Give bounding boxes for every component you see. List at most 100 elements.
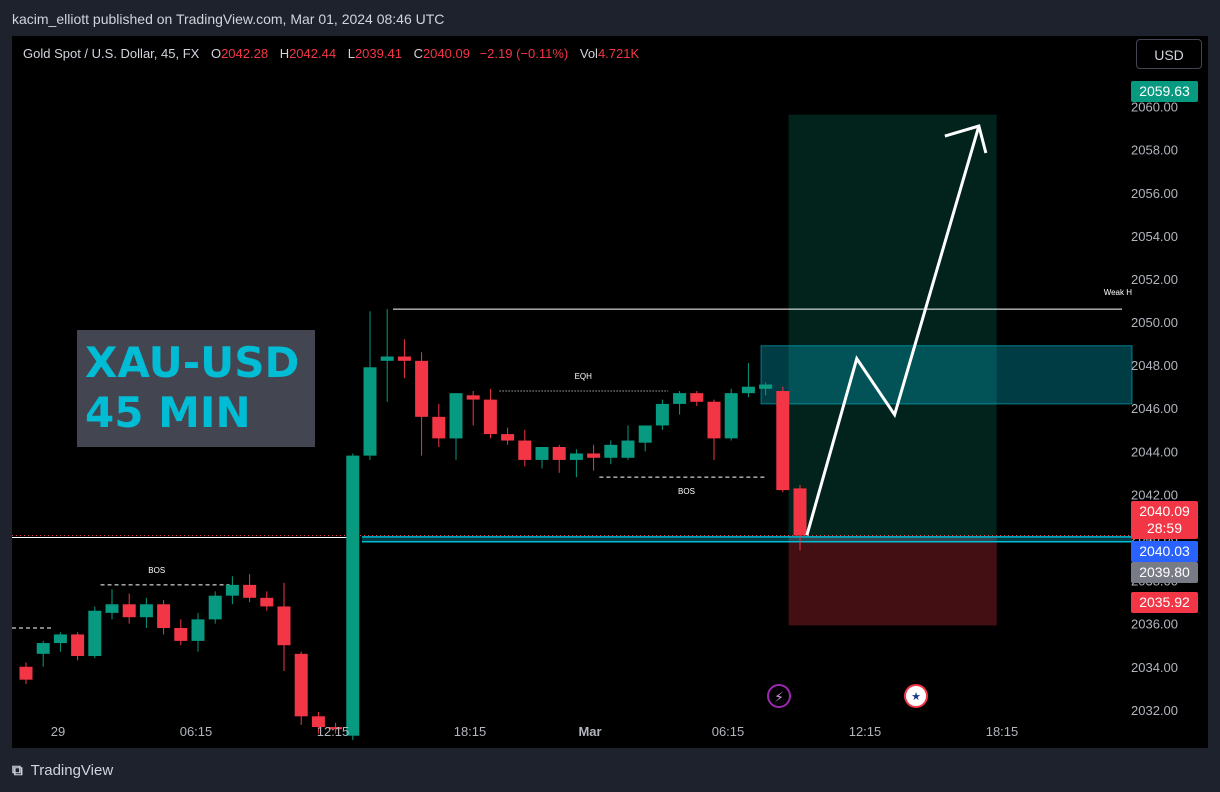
bos-left-label: BOS xyxy=(148,566,165,575)
y-tick-label: 2042.00 xyxy=(1131,487,1178,502)
volume-value: 4.721K xyxy=(597,46,640,61)
candle-body xyxy=(449,393,463,439)
last-price-value: 2040.09 xyxy=(1139,503,1190,519)
y-tick-label: 2058.00 xyxy=(1131,143,1178,158)
x-tick-label: Mar xyxy=(578,724,601,739)
candle-body xyxy=(552,447,566,460)
y-tick-label: 2054.00 xyxy=(1131,229,1178,244)
eqh-label: EQH xyxy=(575,372,593,381)
candle-body xyxy=(243,584,257,598)
candle-body xyxy=(655,403,669,426)
candle-body xyxy=(208,595,222,620)
candle-body xyxy=(380,356,394,361)
candle-body xyxy=(483,399,497,435)
stop-price-badge: 2035.92 xyxy=(1131,592,1198,613)
chart-title-box: XAU-USD 45 MIN xyxy=(77,330,315,447)
open-label: O xyxy=(210,46,222,61)
candle-body xyxy=(225,584,239,596)
target-area xyxy=(788,114,997,537)
y-tick-label: 2056.00 xyxy=(1131,186,1178,201)
currency-button[interactable]: USD xyxy=(1136,39,1202,69)
x-tick-label: 18:15 xyxy=(454,724,487,739)
bos-right-label: BOS xyxy=(678,487,695,496)
candle-body xyxy=(518,440,532,460)
candle-body xyxy=(501,434,515,441)
high-label: H xyxy=(279,46,290,61)
candle-body xyxy=(53,634,67,644)
candle-body xyxy=(638,425,652,443)
projection-path xyxy=(805,125,981,536)
chart-area[interactable]: 2032.002034.002036.002038.002040.002042.… xyxy=(12,36,1208,748)
lightning-icon[interactable]: ⚡ xyxy=(767,684,791,708)
candle-body xyxy=(122,604,136,618)
target-price-badge: 2059.63 xyxy=(1131,81,1198,102)
candle-body xyxy=(174,627,188,641)
stop-area xyxy=(788,536,997,626)
ohlc-legend: Gold Spot / U.S. Dollar, 45, FX O2042.28… xyxy=(23,46,639,61)
candle-body xyxy=(139,604,153,618)
close-label: C xyxy=(413,46,423,61)
candle-body xyxy=(363,367,377,456)
candle-body xyxy=(724,393,738,439)
candle-body xyxy=(346,455,360,736)
change-value: −2.19 (−0.11%) xyxy=(479,46,569,61)
low-value: 2039.41 xyxy=(354,46,402,61)
projection-arrowhead xyxy=(944,124,988,154)
candle-body xyxy=(415,360,429,417)
y-tick-label: 2034.00 xyxy=(1131,660,1178,675)
title-line-2: 45 MIN xyxy=(85,388,251,437)
x-tick-label: 12:15 xyxy=(317,724,350,739)
symbol-name: Gold Spot / U.S. Dollar, 45, FX xyxy=(23,46,200,61)
candle-body xyxy=(260,597,274,607)
candlestick-chart[interactable]: 2032.002034.002036.002038.002040.002042.… xyxy=(12,36,1208,748)
y-tick-label: 2032.00 xyxy=(1131,703,1178,718)
candle-body xyxy=(329,727,343,730)
candle-body xyxy=(673,393,687,404)
y-tick-label: 2044.00 xyxy=(1131,444,1178,459)
tradingview-logo-icon: ⧉ xyxy=(12,762,23,779)
supply-zone xyxy=(761,345,1132,404)
candle-body xyxy=(277,606,291,646)
candle-body xyxy=(466,395,480,400)
publisher-info: kacim_elliott published on TradingView.c… xyxy=(12,11,445,27)
open-value: 2042.28 xyxy=(221,46,269,61)
zone-low-badge: 2039.80 xyxy=(1131,562,1198,583)
candle-body xyxy=(88,610,102,656)
candle-body xyxy=(707,401,721,439)
candle-body xyxy=(311,716,325,728)
candle-body xyxy=(105,604,119,613)
y-tick-label: 2060.00 xyxy=(1131,100,1178,115)
candle-body xyxy=(71,634,85,656)
candle-body xyxy=(19,666,33,680)
x-tick-label: 12:15 xyxy=(849,724,882,739)
candle-body xyxy=(294,653,308,717)
candle-body xyxy=(587,453,601,458)
candle-body xyxy=(397,356,411,361)
brand-name: TradingView xyxy=(30,762,114,779)
y-tick-label: 2048.00 xyxy=(1131,358,1178,373)
candle-body xyxy=(759,384,773,389)
x-tick-label: 06:15 xyxy=(712,724,745,739)
bar-countdown: 28:59 xyxy=(1146,520,1183,536)
entry-price-badge: 2040.03 xyxy=(1131,541,1198,562)
candle-body xyxy=(621,440,635,458)
candle-body xyxy=(157,604,171,628)
x-tick-label: 06:15 xyxy=(180,724,213,739)
x-tick-label: 18:15 xyxy=(986,724,1019,739)
candle-body xyxy=(569,453,583,460)
high-value: 2042.44 xyxy=(289,46,337,61)
y-tick-label: 2036.00 xyxy=(1131,617,1178,632)
us-flag-icon[interactable]: ★ xyxy=(904,684,928,708)
candle-body xyxy=(535,447,549,460)
candle-body xyxy=(776,390,790,491)
candle-body xyxy=(741,386,755,394)
footer: ⧉ TradingView xyxy=(12,762,113,779)
low-label: L xyxy=(347,46,355,61)
y-tick-label: 2050.00 xyxy=(1131,315,1178,330)
volume-label: Vol xyxy=(579,46,598,61)
y-tick-label: 2046.00 xyxy=(1131,401,1178,416)
y-tick-label: 2052.00 xyxy=(1131,272,1178,287)
title-line-1: XAU-USD xyxy=(85,338,300,387)
demand-zone xyxy=(362,536,1132,542)
x-tick-label: 29 xyxy=(51,724,65,739)
